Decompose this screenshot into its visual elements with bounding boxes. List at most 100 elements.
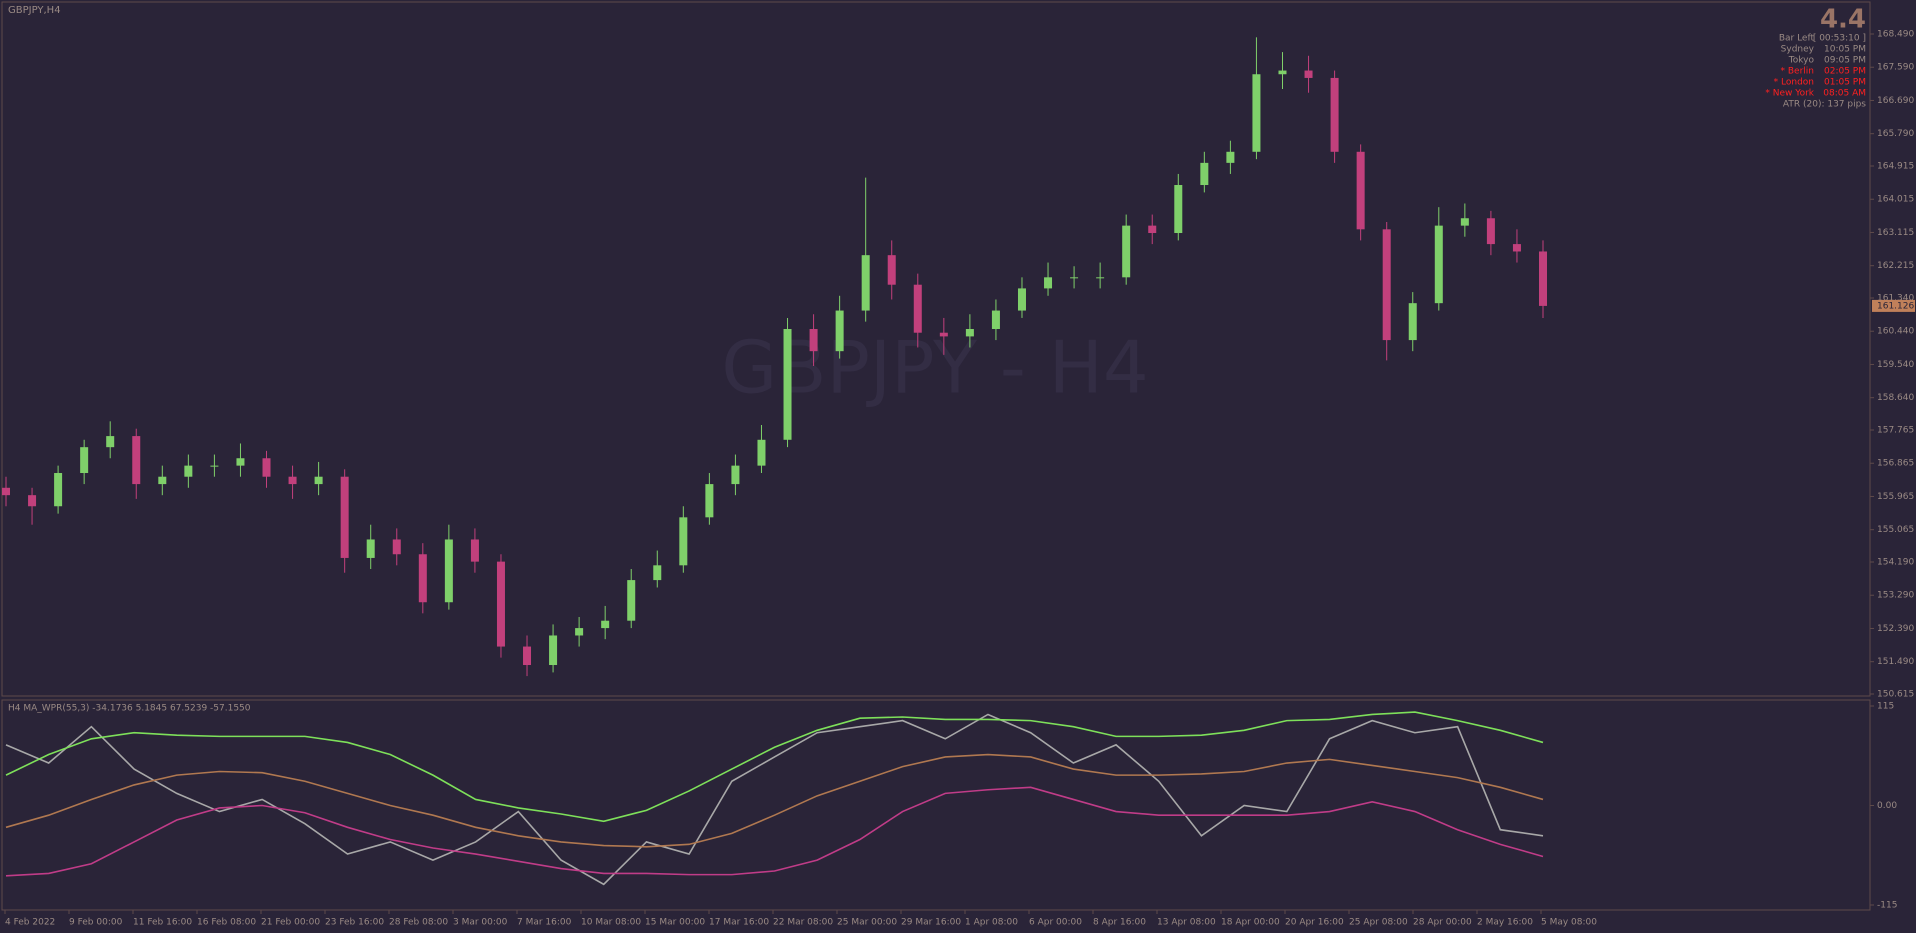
- y-tick-label: 0.00: [1877, 801, 1897, 811]
- candle-body: [1512, 244, 1521, 252]
- x-tick-label: 15 Mar 00:00: [645, 918, 705, 928]
- y-tick-label: 164.915: [1877, 162, 1914, 172]
- candle-body: [1096, 277, 1105, 279]
- x-tick-label: 8 Apr 16:00: [1093, 918, 1146, 928]
- y-tick-label: 150.615: [1877, 690, 1914, 700]
- candle-body: [418, 554, 427, 603]
- y-tick-label: 151.490: [1877, 657, 1914, 667]
- candle-body: [1539, 251, 1547, 306]
- candle-body: [1148, 225, 1157, 234]
- info-label: * New York: [1765, 89, 1814, 99]
- candle-body: [809, 329, 818, 352]
- candle-body: [575, 628, 584, 636]
- candle-body: [1226, 151, 1235, 163]
- candle-body: [887, 255, 896, 285]
- candle-body: [861, 255, 870, 311]
- candle-body: [835, 310, 844, 352]
- y-tick-label: 157.765: [1877, 426, 1914, 436]
- candle-body: [444, 539, 453, 603]
- candle-body: [731, 465, 740, 485]
- y-tick-label: 161.340: [1877, 294, 1914, 304]
- y-tick-label: 153.290: [1877, 591, 1914, 601]
- y-tick-label: 159.540: [1877, 360, 1914, 370]
- y-tick-label: 152.390: [1877, 624, 1914, 634]
- candle-body: [913, 284, 922, 333]
- candle-body: [1122, 225, 1131, 278]
- candle-body: [54, 473, 63, 507]
- symbol-label: GBPJPY,H4: [8, 5, 61, 16]
- x-tick-label: 18 Apr 00:00: [1221, 918, 1280, 928]
- x-tick-label: 25 Mar 00:00: [837, 918, 897, 928]
- candle-body: [705, 484, 714, 518]
- atr-label: ATR (20): 137 pips: [1783, 100, 1866, 110]
- x-tick-label: 17 Mar 16:00: [709, 918, 769, 928]
- indicator-line: [5, 711, 1544, 823]
- candle-body: [1174, 185, 1183, 234]
- candle-body: [80, 447, 89, 474]
- main-panel: [1, 1, 1871, 697]
- watermark: GBPJPY - H4: [721, 326, 1148, 410]
- candle-body: [1434, 225, 1443, 304]
- x-tick-label: 23 Feb 16:00: [325, 918, 384, 928]
- indicator-line: [5, 713, 1544, 886]
- indicator-line: [5, 786, 1544, 877]
- info-value: 01:05 PM: [1824, 78, 1866, 88]
- candle-body: [783, 329, 792, 440]
- candle-body: [679, 517, 688, 566]
- candle-body: [28, 495, 37, 507]
- candle-body: [210, 465, 219, 467]
- candle-body: [1017, 288, 1026, 311]
- candle-body: [392, 539, 401, 555]
- y-tick-label: 164.015: [1877, 195, 1914, 205]
- candle-body: [1070, 277, 1079, 279]
- x-tick-label: 1 Apr 08:00: [965, 918, 1018, 928]
- candle-body: [2, 487, 10, 496]
- x-tick-label: 6 Apr 00:00: [1029, 918, 1082, 928]
- info-value: 08:05 AM: [1823, 89, 1866, 99]
- y-tick-label: 154.190: [1877, 558, 1914, 568]
- x-tick-label: 9 Feb 00:00: [69, 918, 123, 928]
- info-label: Sydney: [1781, 45, 1815, 55]
- x-tick-label: 29 Mar 16:00: [901, 918, 961, 928]
- candle-body: [1486, 218, 1495, 245]
- y-tick-label: 166.690: [1877, 96, 1914, 106]
- x-tick-label: 21 Feb 00:00: [261, 918, 320, 928]
- y-tick-label: 115: [1877, 702, 1894, 712]
- y-tick-label: 158.640: [1877, 393, 1914, 403]
- indicator-title: H4 MA_WPR(55,3) -34.1736 5.1845 67.5239 …: [8, 704, 251, 714]
- candle-body: [991, 310, 1000, 330]
- candle-body: [132, 436, 141, 485]
- x-tick-label: 25 Apr 08:00: [1349, 918, 1408, 928]
- y-tick-label: 168.490: [1877, 30, 1914, 40]
- x-tick-label: 11 Feb 16:00: [133, 918, 192, 928]
- candle-body: [1044, 277, 1053, 289]
- candle-body: [1382, 229, 1391, 341]
- candle-body: [939, 332, 948, 337]
- candle-body: [1304, 70, 1313, 78]
- candle-body: [523, 646, 532, 666]
- x-tick-label: 10 Mar 08:00: [581, 918, 641, 928]
- current-price-box: [1872, 299, 1915, 312]
- candle-body: [1200, 162, 1209, 186]
- candle-body: [1356, 151, 1365, 230]
- candle-body: [627, 580, 636, 621]
- y-tick-label: 155.065: [1877, 525, 1914, 535]
- candle-body: [470, 539, 479, 562]
- y-tick-label: 167.590: [1877, 63, 1914, 73]
- candle-body: [1278, 70, 1287, 75]
- candle-body: [236, 458, 245, 466]
- x-tick-label: 4 Feb 2022: [5, 918, 55, 928]
- x-tick-label: 20 Apr 16:00: [1285, 918, 1344, 928]
- x-tick-label: 13 Apr 08:00: [1157, 918, 1216, 928]
- x-tick-label: 16 Feb 08:00: [197, 918, 256, 928]
- spread-value: 4.4: [1820, 5, 1866, 35]
- y-tick-label: 160.440: [1877, 327, 1914, 337]
- y-tick-label: 162.215: [1877, 261, 1914, 271]
- candle-body: [601, 620, 610, 629]
- indicator-line: [5, 753, 1544, 848]
- info-value: 09:05 PM: [1824, 56, 1866, 66]
- info-value: 02:05 PM: [1824, 67, 1866, 77]
- candle-body: [1460, 218, 1469, 226]
